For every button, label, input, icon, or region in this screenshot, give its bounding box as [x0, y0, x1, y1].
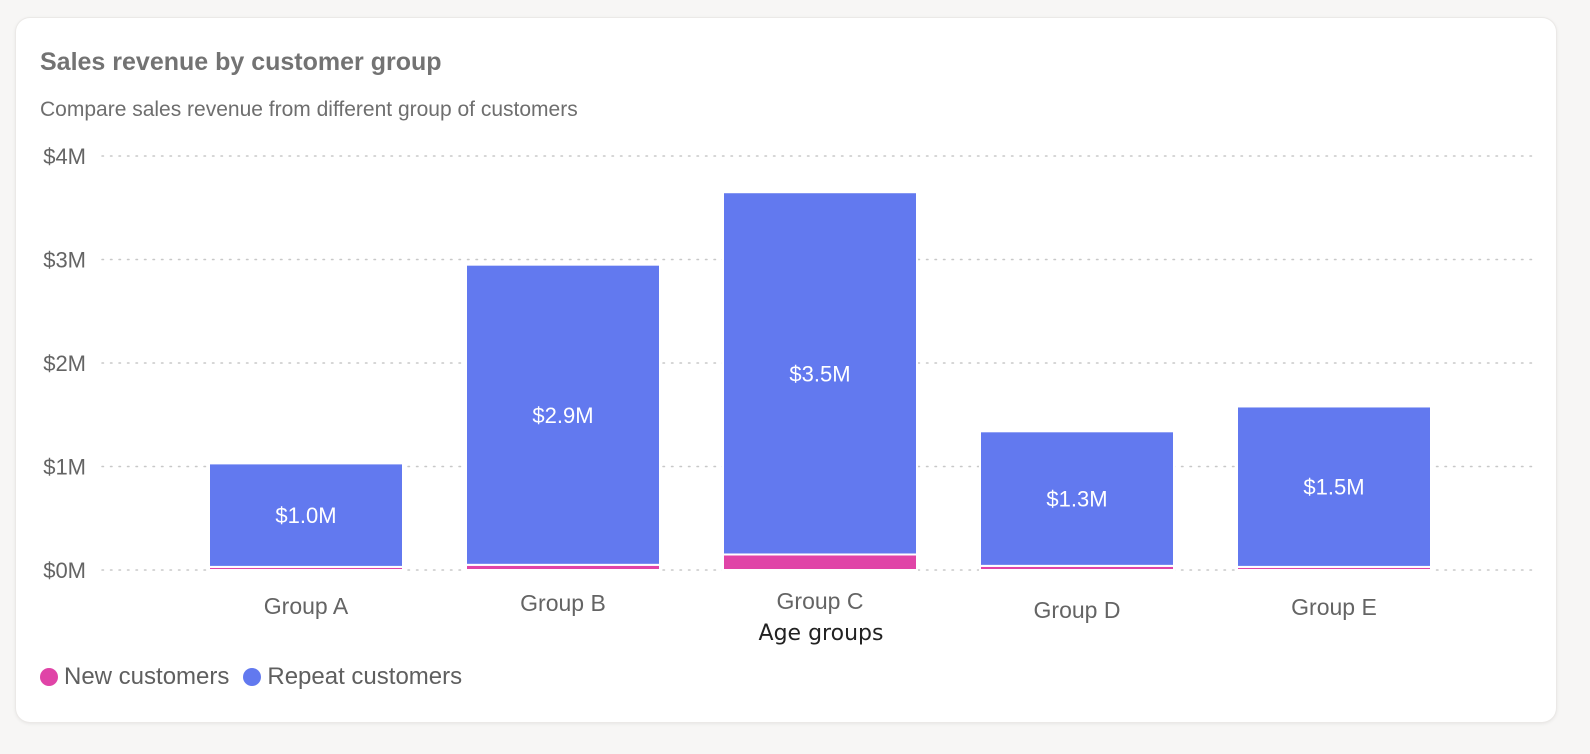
y-tick-label: $4M — [43, 144, 86, 169]
data-label: $2.9M — [532, 403, 593, 428]
x-tick-label: Group A — [264, 593, 349, 619]
legend-label-new-customers: New customers — [64, 663, 230, 690]
x-axis-title: Age groups — [759, 621, 884, 646]
data-label: $1.5M — [1303, 475, 1364, 500]
stacked-bar-chart: $0M $1M $2M $3M $4M $1.0M Group A $2.9M Group B $… — [43, 144, 1537, 646]
chart-title: Sales revenue by customer group — [40, 48, 442, 76]
y-tick-label: $0M — [43, 558, 86, 583]
bar-repeat-customers — [1236, 405, 1432, 568]
chart-legend: New customers Repeat customers — [40, 663, 476, 691]
legend-item-repeat-customers[interactable]: Repeat customers — [243, 663, 462, 691]
bar-new-customers — [722, 553, 918, 571]
legend-dot-new-icon — [40, 668, 58, 686]
bar-repeat-customers — [979, 430, 1175, 567]
x-tick-label: Group E — [1291, 594, 1377, 620]
y-tick-label: $3M — [43, 248, 86, 273]
data-label: $1.0M — [275, 503, 336, 528]
bar-repeat-customers — [465, 263, 661, 566]
legend-label-repeat-customers: Repeat customers — [267, 663, 463, 690]
bar-repeat-customers — [722, 191, 918, 556]
x-tick-label: Group B — [520, 590, 606, 616]
data-label: $1.3M — [1046, 487, 1107, 512]
x-tick-label: Group D — [1034, 597, 1121, 623]
legend-item-new-customers[interactable]: New customers — [40, 663, 229, 691]
y-tick-label: $1M — [43, 455, 86, 480]
x-tick-label: Group C — [777, 588, 864, 614]
chart-subtitle: Compare sales revenue from different gro… — [40, 98, 578, 121]
data-label: $3.5M — [789, 361, 850, 386]
legend-dot-repeat-icon — [243, 668, 262, 686]
bar-repeat-customers — [208, 462, 404, 568]
chart-card: Sales revenue by customer group Compare … — [16, 18, 1556, 722]
y-tick-label: $2M — [43, 351, 86, 376]
